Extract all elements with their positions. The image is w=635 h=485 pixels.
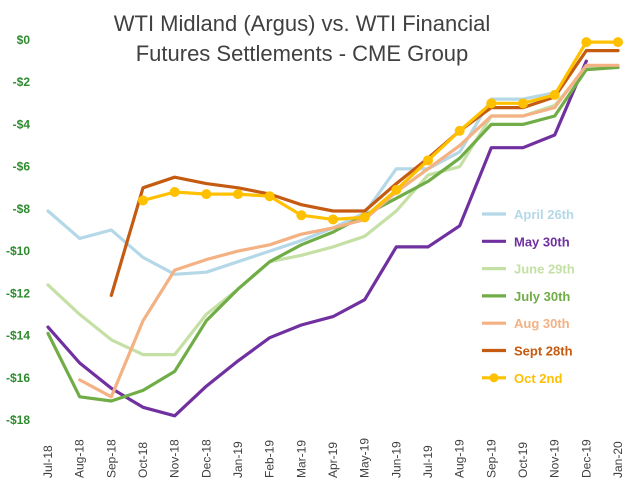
y-tick-label: -$14 (6, 329, 30, 343)
chart-title: WTI Midland (Argus) vs. WTI Financial Fu… (114, 11, 491, 66)
x-tick-label: Jul-19 (421, 445, 435, 478)
x-tick-label: Mar-19 (294, 440, 308, 478)
legend-item: June 29th (482, 262, 575, 277)
x-axis: Jul-18 Aug-18 Sep-18 Oct-18 Nov-18 Dec-18 Jan-… (41, 438, 625, 478)
chart-title-line-2: Futures Settlements - CME Group (136, 41, 469, 66)
y-tick-label: -$18 (6, 413, 30, 427)
x-tick-label: Dec-18 (199, 439, 213, 478)
legend-label: July 30th (514, 289, 570, 304)
x-tick-label: Aug-18 (73, 439, 87, 478)
series-line (46, 65, 620, 403)
legend-item: May 30th (482, 234, 570, 249)
legend-item: July 30th (482, 289, 570, 304)
x-tick-label: Jun-19 (389, 441, 403, 478)
legend-marker (489, 373, 499, 383)
x-tick-label: Dec-19 (579, 439, 593, 478)
data-point (233, 189, 243, 200)
x-tick-label: Oct-18 (136, 442, 150, 478)
data-point (423, 155, 433, 166)
y-tick-label: -$10 (6, 244, 30, 258)
data-point (169, 187, 180, 197)
series-may-30th (46, 59, 588, 418)
legend-item: Sept 28th (482, 344, 573, 359)
series-line (78, 63, 620, 399)
x-tick-label: Feb-19 (263, 440, 277, 478)
legend-label: Aug 30th (514, 316, 570, 331)
x-tick-label: Aug-19 (453, 439, 467, 478)
x-tick-label: Oct-19 (516, 442, 530, 478)
data-point (518, 98, 528, 109)
x-tick-label: Jan-19 (231, 441, 245, 478)
series-line (141, 40, 620, 221)
legend-label: June 29th (514, 262, 575, 277)
data-point (391, 184, 402, 195)
data-point (296, 210, 307, 221)
y-tick-label: -$8 (13, 202, 31, 216)
y-tick-label: $0 (17, 33, 31, 47)
chart-title-line-1: WTI Midland (Argus) vs. WTI Financial (114, 11, 491, 36)
series-line (46, 59, 588, 418)
x-tick-label: Nov-18 (168, 439, 182, 478)
data-point (613, 37, 623, 48)
data-point (581, 37, 592, 48)
legend-item: April 26th (482, 207, 574, 222)
data-point (359, 212, 370, 223)
y-tick-label: -$2 (13, 75, 31, 89)
legend-label: April 26th (514, 207, 574, 222)
y-tick-label: -$12 (6, 286, 30, 300)
legend: April 26th May 30th June 29th July 30th Aug … (482, 207, 575, 386)
series-july-30th (46, 65, 620, 403)
y-tick-label: -$6 (13, 160, 31, 174)
data-point (454, 125, 465, 136)
x-tick-label: May-19 (358, 438, 372, 478)
legend-label: Sept 28th (514, 344, 573, 359)
x-tick-label: Nov-19 (548, 439, 562, 478)
data-point (328, 214, 338, 225)
series-aug-30th (78, 63, 620, 399)
legend-item: Oct 2nd (482, 371, 562, 386)
legend-label: Oct 2nd (514, 371, 562, 386)
legend-label: May 30th (514, 234, 570, 249)
x-tick-label: Jul-18 (41, 445, 55, 478)
data-point (201, 189, 212, 200)
series-oct-2nd (138, 37, 623, 225)
data-point (549, 89, 560, 100)
data-point (138, 195, 148, 206)
data-point (486, 98, 497, 109)
series-line (109, 48, 620, 297)
y-tick-label: -$16 (6, 371, 30, 385)
x-tick-label: Apr-19 (326, 442, 340, 478)
x-tick-label: Sep-19 (484, 439, 498, 478)
series-sept-28th (109, 48, 620, 297)
y-axis: $0 -$2 -$4 -$6 -$8 -$10 -$12 -$14 -$16 -$18 (6, 33, 30, 427)
series-lines (46, 37, 623, 418)
data-point (264, 191, 275, 202)
x-tick-label: Jan-20 (611, 441, 625, 478)
y-tick-label: -$4 (13, 117, 31, 131)
legend-item: Aug 30th (482, 316, 570, 331)
x-tick-label: Sep-18 (104, 439, 118, 478)
